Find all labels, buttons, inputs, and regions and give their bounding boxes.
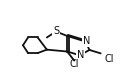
Text: Cl: Cl (104, 54, 114, 64)
Text: N: N (83, 36, 90, 46)
Text: S: S (53, 26, 59, 36)
Text: Cl: Cl (69, 59, 79, 69)
Text: N: N (77, 50, 84, 60)
